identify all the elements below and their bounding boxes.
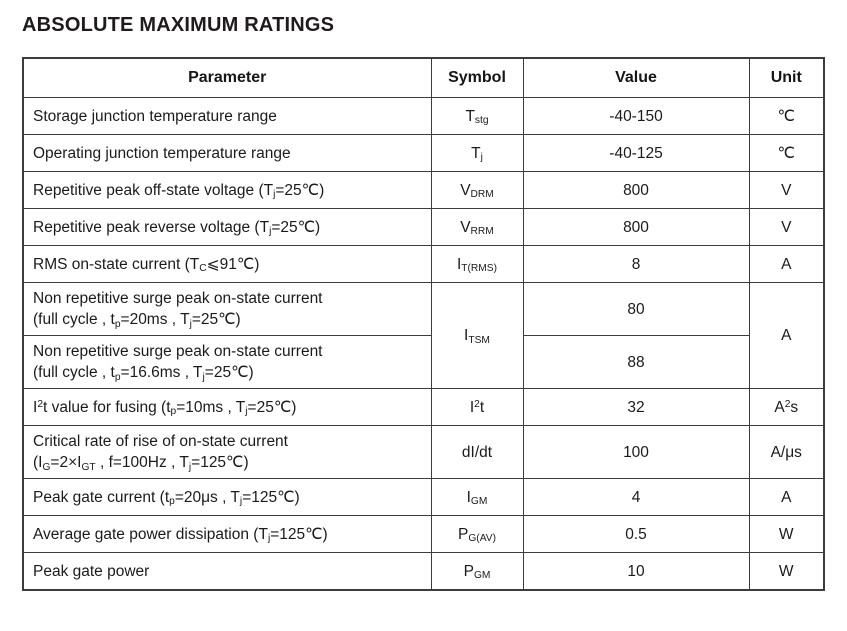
table-header: Parameter Symbol Value Unit: [22, 57, 825, 98]
table-row: Average gate power dissipation (Tj=125℃)…: [22, 515, 825, 553]
value-cell: 800: [522, 208, 750, 246]
unit-cell: V: [748, 208, 825, 246]
column-header-value: Value: [522, 57, 750, 98]
column-header-symbol: Symbol: [430, 57, 524, 98]
value-cell: 32: [522, 388, 750, 426]
table-row: I2t value for fusing (tp=10ms , Tj=25℃) I…: [22, 388, 825, 426]
unit-cell: W: [748, 515, 825, 553]
parameter-cell: Average gate power dissipation (Tj=125℃): [22, 515, 432, 553]
symbol-cell: VDRM: [430, 171, 524, 209]
table-row: Repetitive peak off-state voltage (Tj=25…: [22, 171, 825, 209]
value-cell: 100: [522, 425, 750, 479]
table-row: Critical rate of rise of on-state curren…: [22, 425, 825, 479]
parameter-cell: Repetitive peak off-state voltage (Tj=25…: [22, 171, 432, 209]
unit-cell: A/μs: [748, 425, 825, 479]
parameter-cell: Critical rate of rise of on-state curren…: [22, 425, 432, 479]
unit-cell: A: [748, 478, 825, 516]
symbol-cell: VRRM: [430, 208, 524, 246]
symbol-cell: PG(AV): [430, 515, 524, 553]
table-row: Non repetitive surge peak on-state curre…: [22, 335, 824, 389]
table-row: Non repetitive surge peak on-state curre…: [22, 282, 825, 389]
symbol-cell: Tj: [430, 134, 524, 172]
table-row: Operating junction temperature range Tj -4…: [22, 134, 825, 172]
value-cell: 8: [522, 245, 750, 283]
parameter-cell: Operating junction temperature range: [22, 134, 432, 172]
value-cell: -40-125: [522, 134, 750, 172]
header-row: Parameter Symbol Value Unit: [22, 57, 825, 98]
symbol-cell: IT(RMS): [430, 245, 524, 283]
value-cell: 10: [522, 552, 750, 591]
table-row: Peak gate power PGM 10 W: [22, 552, 825, 591]
symbol-cell: I2t: [430, 388, 524, 426]
parameter-cell: Repetitive peak reverse voltage (Tj=25℃): [22, 208, 432, 246]
value-cell: 80: [522, 282, 750, 336]
unit-cell: A: [748, 282, 825, 389]
ratings-table-body: Storage junction temperature range Tstg -4…: [22, 97, 825, 591]
symbol-cell: dI/dt: [430, 425, 524, 479]
column-header-parameter: Parameter: [22, 57, 432, 98]
parameter-cell: I2t value for fusing (tp=10ms , Tj=25℃): [22, 388, 432, 426]
unit-cell: ℃: [748, 97, 825, 135]
section-title: ABSOLUTE MAXIMUM RATINGS: [22, 14, 335, 36]
value-cell: 0.5: [522, 515, 750, 553]
parameter-cell: Peak gate power: [22, 552, 432, 591]
table-row: RMS on-state current (TC⩽91℃) IT(RMS) 8 A: [22, 245, 825, 283]
value-cell: 4: [522, 478, 750, 516]
unit-cell: A2s: [748, 388, 825, 426]
unit-cell: A: [748, 245, 825, 283]
table-row: Peak gate current (tp=20μs , Tj=125℃) IGM…: [22, 478, 825, 516]
symbol-cell: IGM: [430, 478, 524, 516]
table-row: Storage junction temperature range Tstg -4…: [22, 97, 825, 135]
ratings-table: Parameter Symbol Value Unit Storage junc…: [22, 57, 825, 591]
parameter-cell: Peak gate current (tp=20μs , Tj=125℃): [22, 478, 432, 516]
value-cell: 800: [522, 171, 750, 209]
value-cell: -40-150: [522, 97, 750, 135]
symbol-cell: Tstg: [430, 97, 524, 135]
table-row: Repetitive peak reverse voltage (Tj=25℃)…: [22, 208, 825, 246]
parameter-cell: Non repetitive surge peak on-state curre…: [22, 282, 432, 336]
value-cell: 88: [522, 335, 750, 389]
parameter-cell: RMS on-state current (TC⩽91℃): [22, 245, 432, 283]
unit-cell: ℃: [748, 134, 825, 172]
parameter-cell: Non repetitive surge peak on-state curre…: [22, 335, 432, 389]
column-header-unit: Unit: [748, 57, 825, 98]
parameter-cell: Storage junction temperature range: [22, 97, 432, 135]
unit-cell: W: [748, 552, 825, 591]
symbol-cell: ITSM: [430, 282, 524, 389]
symbol-cell: PGM: [430, 552, 524, 591]
unit-cell: V: [748, 171, 825, 209]
